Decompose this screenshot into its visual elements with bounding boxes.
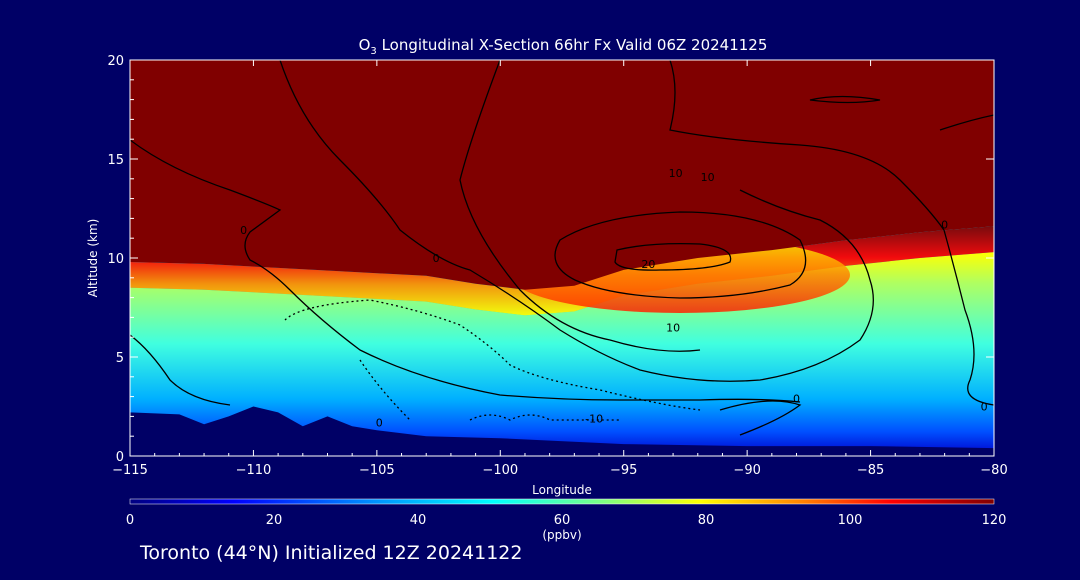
contour-line-west-lower — [130, 334, 231, 406]
colorbar-tick-label: 0 — [126, 513, 134, 528]
contour-label: 10 — [666, 321, 680, 334]
colorbar-tick-label: 20 — [266, 513, 283, 528]
x-axis: −115 −110 −105 −100 −95 −90 −85 −80 — [112, 60, 1008, 478]
colorbar-tick-label: 60 — [554, 513, 571, 528]
contour-label: 0 — [793, 393, 800, 406]
contour-line-upper-west — [459, 60, 701, 352]
x-tick-label: −95 — [610, 463, 637, 478]
x-axis-label: Longitude — [532, 483, 592, 497]
contour-label: -10 — [585, 412, 603, 425]
contour-label: 0 — [981, 401, 988, 414]
tropopause-transition-band — [130, 226, 994, 316]
x-tick-label: −85 — [857, 463, 884, 478]
colorbar-tick-label: 80 — [698, 513, 715, 528]
contour-line-jet-inner — [614, 242, 732, 271]
contour-line-negative — [284, 299, 701, 421]
chart-title: O3 Longitudinal X-Section 66hr Fx Valid … — [359, 36, 768, 57]
surface-terrain — [130, 406, 994, 456]
x-tick-label: −90 — [733, 463, 760, 478]
colorbar-unit-label: (ppbv) — [542, 528, 581, 542]
contour-line-upper-right — [939, 114, 994, 131]
contour-label: 0 — [433, 252, 440, 265]
y-tick-label: 15 — [107, 153, 124, 168]
contour-label: 20 — [641, 258, 655, 271]
y-tick-label: 0 — [116, 450, 124, 465]
footer-caption: Toronto (44°N) Initialized 12Z 20241122 — [140, 542, 523, 564]
contour-line-upper-east — [669, 60, 945, 231]
contour-line-jet-outer — [554, 211, 807, 299]
contour-line-stratosphere-loop — [809, 95, 881, 104]
contour-label: 10 — [669, 167, 683, 180]
y-tick-label: 10 — [107, 252, 124, 267]
contour-label: 0 — [941, 218, 948, 231]
y-tick-label: 5 — [116, 351, 124, 366]
colorbar-tick-label: 40 — [410, 513, 427, 528]
stratosphere-fill — [130, 60, 994, 290]
contour-label: 0 — [376, 416, 383, 429]
contour-line-ridge — [279, 60, 874, 382]
y-axis-label: Altitude (km) — [86, 219, 100, 298]
colorbar — [129, 498, 995, 505]
x-tick-label: −100 — [482, 463, 518, 478]
y-axis: 0 5 10 15 20 — [107, 54, 994, 465]
contour-label: 10 — [701, 171, 715, 184]
contour-labels: 0 0 10 10 20 10 0 -10 0 0 0 — [240, 167, 988, 429]
contour-line-low-east — [719, 400, 802, 436]
y-tick-label: 20 — [107, 54, 124, 69]
contour-lines — [130, 60, 994, 436]
x-tick-label: −105 — [359, 463, 395, 478]
contour-line-east-edge — [943, 229, 994, 406]
plot-area: 0 0 10 10 20 10 0 -10 0 0 0 — [130, 60, 994, 456]
colorbar-tick-label: 100 — [838, 513, 863, 528]
contour-label: 0 — [240, 224, 247, 237]
contour-line-zero-west — [130, 139, 801, 403]
x-tick-label: −110 — [236, 463, 272, 478]
colorbar-tick-label: 120 — [982, 513, 1007, 528]
colorbar-ticks: 0 20 40 60 80 100 120 — [126, 513, 1007, 528]
x-tick-label: −115 — [112, 463, 148, 478]
x-tick-label: −80 — [980, 463, 1007, 478]
